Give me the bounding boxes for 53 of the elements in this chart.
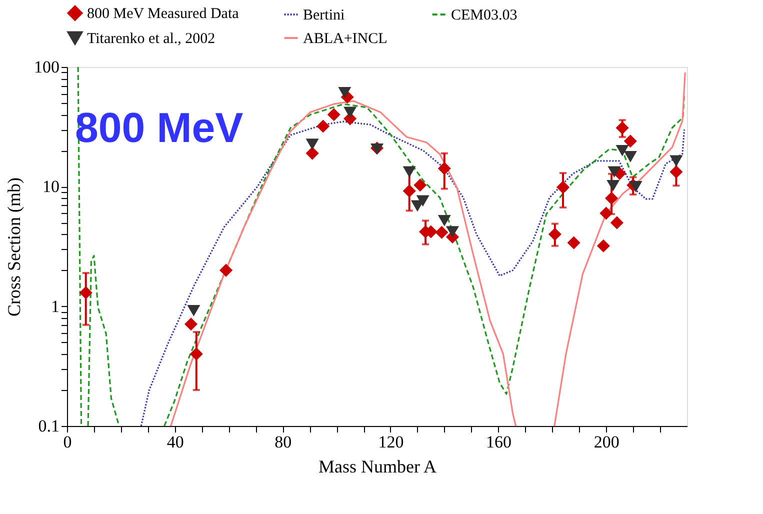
point (605, 192, 618, 205)
x-tick-label: 120 (378, 432, 404, 452)
point (624, 134, 637, 148)
point (629, 181, 642, 192)
point (438, 215, 451, 226)
point (402, 184, 416, 198)
x-tick-label: 80 (274, 432, 292, 452)
point (624, 151, 637, 162)
point (402, 166, 416, 178)
y-tick-label: 10 (42, 177, 60, 196)
legend-label: 800 MeV Measured Data (87, 6, 240, 22)
point (606, 180, 620, 192)
point (416, 195, 430, 207)
point (596, 239, 610, 252)
point (306, 146, 319, 160)
legend-label: CEM03.03 (451, 8, 518, 24)
point (438, 162, 451, 175)
point (190, 347, 203, 360)
point (344, 106, 357, 118)
x-axis-title: Mass Number A (318, 456, 436, 476)
point (79, 286, 92, 300)
point (616, 144, 629, 156)
x-tick-label: 160 (486, 432, 512, 452)
y-tick-label: 100 (34, 58, 60, 76)
point (338, 87, 352, 98)
point (220, 264, 233, 277)
point (670, 155, 683, 167)
point (306, 138, 319, 150)
point (556, 180, 570, 194)
x-tick-label: 40 (166, 432, 184, 452)
point (600, 206, 613, 220)
point (567, 236, 580, 250)
y-tick-label: 1 (51, 296, 60, 316)
point (327, 108, 340, 122)
point (608, 166, 621, 178)
point (548, 228, 562, 241)
point (670, 165, 683, 178)
y-tick-label: 0.1 (38, 416, 60, 436)
point (187, 305, 200, 316)
point (316, 120, 330, 133)
point (610, 216, 624, 230)
point (616, 121, 629, 134)
legend-label: ABLA+INCL (303, 31, 388, 47)
annotation: 800 MeV (75, 104, 244, 151)
legend-label: Titarenko et al., 2002 (87, 31, 216, 47)
point (435, 226, 448, 239)
x-tick-label: 200 (594, 432, 620, 452)
y-axis-title: Cross Section (mb) (4, 178, 24, 316)
point (414, 178, 427, 192)
legend-label: Bertini (303, 8, 345, 24)
point (184, 318, 198, 331)
point (446, 226, 459, 238)
x-tick-label: 0 (63, 432, 72, 452)
